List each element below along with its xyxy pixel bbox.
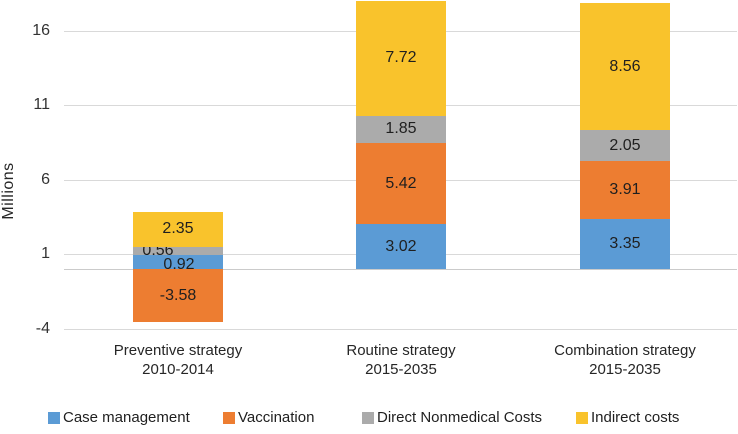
legend-label: Indirect costs bbox=[591, 409, 680, 426]
bar-segment bbox=[580, 130, 670, 161]
legend-label: Vaccination bbox=[238, 409, 315, 426]
data-label: 2.05 bbox=[609, 137, 641, 154]
x-axis-line bbox=[64, 269, 737, 270]
category-label-line2: 2015-2035 bbox=[589, 361, 661, 378]
data-label: 3.91 bbox=[609, 181, 641, 198]
bar-segment bbox=[133, 269, 223, 323]
category-label-line2: 2015-2035 bbox=[365, 361, 437, 378]
legend-label: Case management bbox=[63, 409, 190, 426]
data-label: 3.35 bbox=[609, 235, 641, 252]
data-label: 7.72 bbox=[385, 49, 417, 66]
bar-segment bbox=[356, 143, 446, 224]
category-label-line2: 2010-2014 bbox=[142, 361, 214, 378]
bar-segment bbox=[580, 160, 670, 220]
bar-segment bbox=[356, 115, 446, 144]
legend-swatch-icon bbox=[362, 412, 374, 424]
data-label: 2.35 bbox=[162, 220, 194, 237]
bar-segment bbox=[580, 219, 670, 269]
gridline bbox=[64, 329, 737, 330]
data-label: -3.58 bbox=[159, 287, 197, 304]
y-axis-tick-label: -4 bbox=[35, 320, 50, 337]
category-label: Routine strategy 2015-2035 bbox=[346, 341, 455, 379]
y-axis-tick-label: 11 bbox=[33, 96, 50, 113]
category-label-line1: Routine strategy bbox=[346, 342, 456, 359]
bar-segment bbox=[133, 211, 223, 247]
bar-segment bbox=[133, 246, 223, 256]
data-label: 1.85 bbox=[385, 120, 417, 137]
bar-segment bbox=[580, 2, 670, 131]
bar-segment bbox=[356, 224, 446, 269]
category-label: Combination strategy 2015-2035 bbox=[554, 341, 696, 379]
category-label-line1: Combination strategy bbox=[554, 342, 696, 359]
data-label: 5.42 bbox=[385, 175, 417, 192]
y-axis-tick-label: 1 bbox=[41, 245, 50, 262]
bar-segment bbox=[133, 255, 223, 269]
category-label: Preventive strategy 2010-2014 bbox=[114, 341, 242, 379]
data-label: 0.92 bbox=[163, 256, 195, 273]
data-label: 3.02 bbox=[385, 238, 417, 255]
legend-label: Direct Nonmedical Costs bbox=[377, 409, 543, 426]
legend-swatch-icon bbox=[48, 412, 60, 424]
legend-swatch-icon bbox=[576, 412, 588, 424]
y-axis-tick-label: 16 bbox=[32, 22, 50, 39]
bar-segment bbox=[356, 0, 446, 116]
legend-swatch-icon bbox=[223, 412, 235, 424]
data-label: 8.56 bbox=[609, 58, 641, 75]
category-label-line1: Preventive strategy bbox=[113, 342, 243, 359]
y-axis-tick-label: 6 bbox=[41, 171, 50, 188]
